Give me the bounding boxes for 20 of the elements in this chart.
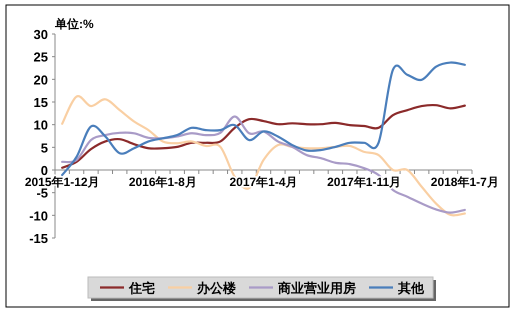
- line-series: [61, 104, 466, 169]
- y-tick-label: 5: [40, 140, 48, 156]
- y-tick-label: -15: [29, 231, 48, 246]
- y-tick-label: 15: [34, 95, 48, 110]
- y-tick-label: 10: [34, 118, 48, 133]
- legend-label: 办公楼: [196, 280, 237, 296]
- x-tick-label: 2017年1-4月: [229, 175, 298, 189]
- y-tick-label: 30: [34, 27, 48, 42]
- legend-label: 住宅: [128, 280, 155, 296]
- y-tick-label: 0: [40, 163, 48, 178]
- x-tick-label: 2016年1-8月: [128, 175, 197, 189]
- y-tick-label: 25: [34, 50, 48, 65]
- y-tick-label: -10: [29, 208, 48, 224]
- y-axis-title: 单位:%: [54, 17, 94, 31]
- line-series: [61, 61, 466, 176]
- legend-label: 其他: [397, 280, 425, 296]
- x-tick-label: 2018年1-7月: [430, 175, 499, 189]
- y-tick-label: 20: [34, 72, 48, 88]
- x-tick-label: 2017年1-11月: [327, 175, 402, 189]
- legend-label: 商业营业用房: [277, 280, 356, 296]
